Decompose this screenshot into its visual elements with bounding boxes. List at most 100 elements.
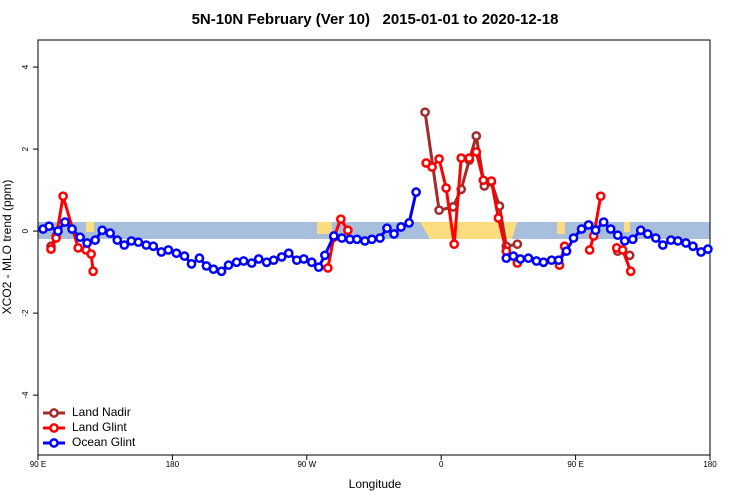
point: [515, 254, 526, 264]
point: [105, 228, 115, 238]
point: [75, 232, 85, 243]
point: [268, 255, 279, 266]
y-axis-label: XCO2 - MLO trend (ppm): [0, 180, 14, 315]
point: [73, 243, 84, 253]
legend-label: Land Glint: [72, 420, 127, 434]
point: [595, 191, 606, 202]
point: [328, 231, 339, 241]
point: [97, 225, 108, 236]
point: [427, 162, 437, 172]
point: [320, 250, 330, 261]
legend-marker: [49, 438, 59, 448]
point: [650, 233, 661, 243]
point: [493, 213, 504, 223]
land-patch: [86, 222, 94, 232]
legend-marker: [49, 408, 59, 418]
y-tick-label: 4: [21, 64, 30, 69]
point: [86, 249, 97, 259]
point: [343, 225, 353, 236]
point: [90, 235, 101, 245]
point: [352, 234, 362, 245]
point: [627, 234, 638, 245]
chart-title: 5N-10N February (Ver 10) 2015-01-01 to 2…: [192, 11, 559, 28]
point: [298, 254, 309, 264]
x-tick-label: 90 E: [30, 460, 46, 469]
point: [583, 220, 594, 230]
point: [619, 236, 630, 246]
x-axis-label: Longitude: [349, 477, 402, 491]
point: [60, 217, 70, 227]
point: [133, 237, 144, 248]
point: [88, 266, 98, 277]
legend-marker: [49, 423, 59, 433]
point: [148, 241, 159, 252]
point: [223, 260, 234, 270]
y-tick-label: -2: [21, 309, 30, 317]
point: [420, 107, 430, 118]
point: [411, 187, 421, 197]
point: [238, 256, 249, 266]
point: [323, 263, 333, 273]
land-band: [86, 222, 630, 239]
point: [471, 147, 482, 157]
point: [163, 245, 174, 255]
point: [283, 248, 294, 259]
point: [434, 154, 444, 164]
point: [306, 257, 317, 268]
x-tick-label: 180: [703, 460, 717, 469]
point: [464, 153, 475, 163]
point: [276, 252, 287, 262]
point: [688, 241, 698, 252]
point: [67, 224, 77, 234]
point: [538, 257, 549, 268]
point: [404, 218, 414, 228]
point: [44, 221, 54, 232]
point: [568, 233, 579, 243]
point: [617, 245, 628, 255]
point: [590, 225, 601, 236]
x-tick-label: 180: [166, 460, 180, 469]
point: [657, 240, 668, 250]
point: [337, 233, 347, 243]
point: [208, 264, 219, 275]
point: [703, 244, 713, 254]
point: [112, 235, 123, 245]
point: [605, 224, 616, 234]
point: [82, 238, 92, 248]
point: [673, 236, 683, 246]
point: [512, 239, 523, 250]
x-tick-label: 90 W: [297, 460, 316, 469]
ocean-band: [38, 222, 710, 239]
point: [179, 251, 190, 261]
point: [612, 230, 623, 241]
land-patch: [624, 222, 630, 232]
y-tick-label: 0: [21, 228, 30, 233]
point: [441, 183, 451, 193]
point: [53, 226, 63, 236]
plot-frame: [37, 39, 711, 456]
point: [313, 262, 324, 273]
land-patch: [317, 222, 332, 234]
x-tick-label: 90 E: [567, 460, 583, 469]
legend-label: Land Nadir: [72, 405, 131, 419]
point: [456, 153, 467, 163]
land-patch: [557, 222, 565, 234]
point: [216, 266, 227, 277]
point: [486, 176, 497, 186]
point: [367, 234, 377, 245]
point: [635, 225, 646, 236]
x-tick-label: 0: [439, 460, 444, 469]
point: [46, 244, 56, 254]
point: [253, 254, 264, 264]
point: [119, 240, 130, 250]
point: [434, 205, 444, 216]
point: [625, 266, 636, 277]
point: [553, 255, 564, 266]
land-patch: [420, 222, 517, 239]
point: [375, 233, 385, 243]
point: [58, 191, 68, 202]
point: [478, 175, 489, 186]
point: [382, 223, 392, 234]
point: [576, 224, 587, 234]
